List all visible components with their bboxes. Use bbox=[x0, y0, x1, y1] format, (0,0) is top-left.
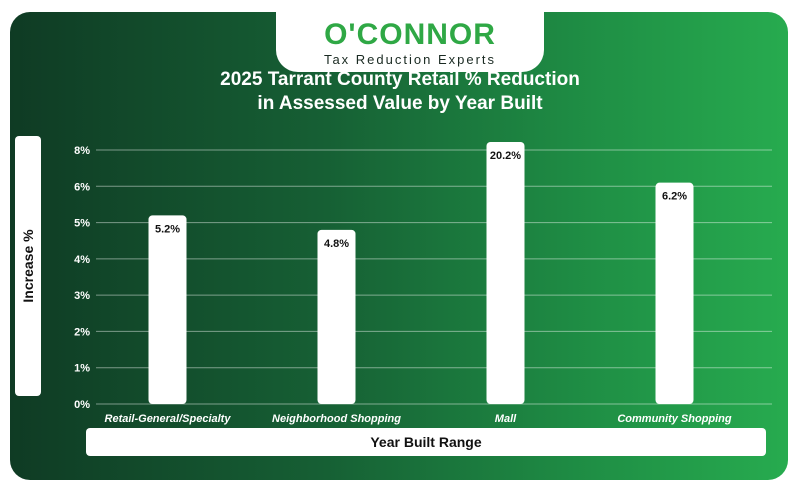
y-tick-label: 0% bbox=[74, 399, 90, 411]
chart-title: 2025 Tarrant County Retail % Reduction i… bbox=[0, 68, 800, 116]
bar bbox=[317, 229, 356, 404]
logo-tagline: Tax Reduction Experts bbox=[323, 52, 497, 67]
y-axis-label-box bbox=[15, 136, 41, 396]
bar bbox=[655, 182, 694, 404]
chart-title-line-1: 2025 Tarrant County Retail % Reduction bbox=[220, 69, 580, 90]
bar-data-label: 4.8% bbox=[324, 238, 349, 250]
bar-data-label: 6.2% bbox=[662, 191, 687, 203]
y-tick-label: 8% bbox=[74, 145, 90, 157]
y-tick-label: 4% bbox=[74, 254, 90, 266]
y-tick-label: 1% bbox=[74, 363, 90, 375]
bar-data-label: 5.2% bbox=[155, 223, 180, 235]
y-tick-label: 3% bbox=[74, 290, 90, 302]
y-tick-label: 6% bbox=[74, 181, 90, 193]
x-category-label: Neighborhood Shopping bbox=[272, 413, 401, 425]
logo: O'CONNOR Tax Reduction Experts bbox=[276, 12, 544, 72]
bar bbox=[486, 142, 525, 404]
logo-wordmark: O'CONNOR bbox=[324, 18, 496, 51]
x-category-label: Community Shopping bbox=[617, 413, 732, 425]
x-category-label: Center bbox=[319, 427, 355, 439]
x-category-label: Center bbox=[657, 427, 693, 439]
y-tick-label: 2% bbox=[74, 326, 90, 338]
bar-data-label: 20.2% bbox=[490, 150, 521, 162]
y-tick-label: 5% bbox=[74, 218, 90, 230]
bar bbox=[148, 215, 187, 404]
x-axis-label: Year Built Range bbox=[86, 428, 766, 456]
x-category-label: Retail-General/Specialty bbox=[105, 413, 232, 425]
chart-title-line-2: in Assessed Value by Year Built bbox=[257, 93, 543, 114]
x-category-label: Mall bbox=[495, 413, 517, 425]
